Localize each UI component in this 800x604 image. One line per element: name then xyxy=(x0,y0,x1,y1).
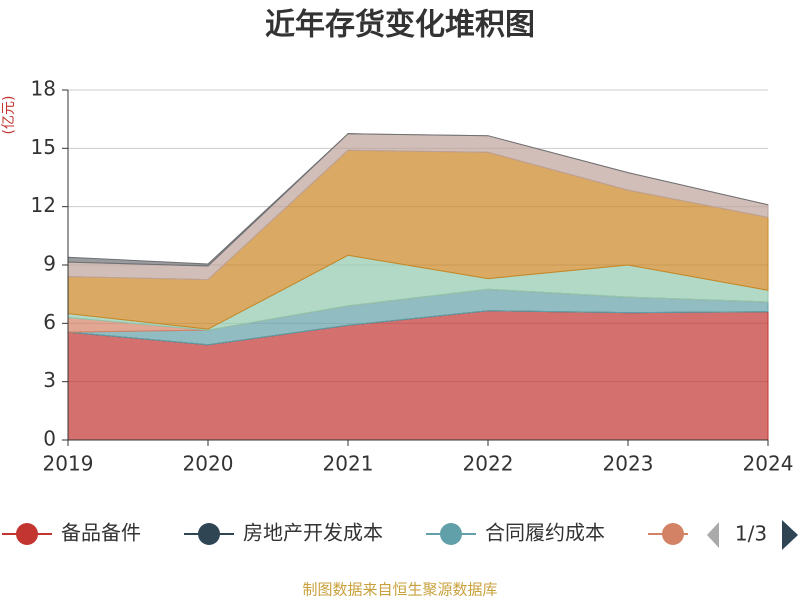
x-tick-label: 2023 xyxy=(603,452,654,476)
x-tick-label: 2019 xyxy=(43,452,94,476)
source-note: 制图数据来自恒生聚源数据库 xyxy=(302,581,497,599)
y-tick-label: 12 xyxy=(31,193,56,217)
x-tick-label: 2020 xyxy=(183,452,234,476)
legend-marker xyxy=(16,523,38,545)
areas xyxy=(67,133,769,441)
y-tick-label: 3 xyxy=(43,368,56,392)
y-tick-label: 6 xyxy=(43,310,56,334)
y-axis-label: (亿元) xyxy=(1,96,17,135)
legend-prev[interactable] xyxy=(707,522,719,548)
legend-marker xyxy=(440,523,462,545)
y-tick-label: 18 xyxy=(31,77,56,101)
x-tick-label: 2024 xyxy=(743,452,794,476)
area xyxy=(67,133,769,267)
axes: 0 3 6 9 12 15 18 2019 2020 2021 2022 2023 2024 xyxy=(31,77,794,476)
y-tick-label: 9 xyxy=(43,252,56,276)
legend-marker xyxy=(198,523,220,545)
legend-page: 1/3 xyxy=(735,522,767,546)
legend-label: 合同履约成本 xyxy=(485,521,605,545)
legend-marker xyxy=(662,523,684,545)
x-tick-label: 2022 xyxy=(463,452,514,476)
x-tick-label: 2021 xyxy=(323,452,374,476)
legend-label: 备品备件 xyxy=(61,521,141,545)
legend: 备品备件 房地产开发成本 合同履约成本 xyxy=(2,521,688,545)
y-tick-label: 15 xyxy=(31,135,56,159)
legend-next[interactable] xyxy=(782,520,798,550)
legend-label: 房地产开发成本 xyxy=(243,521,383,545)
y-tick-label: 0 xyxy=(43,427,56,451)
chart-title: 近年存货变化堆积图 xyxy=(265,8,535,43)
